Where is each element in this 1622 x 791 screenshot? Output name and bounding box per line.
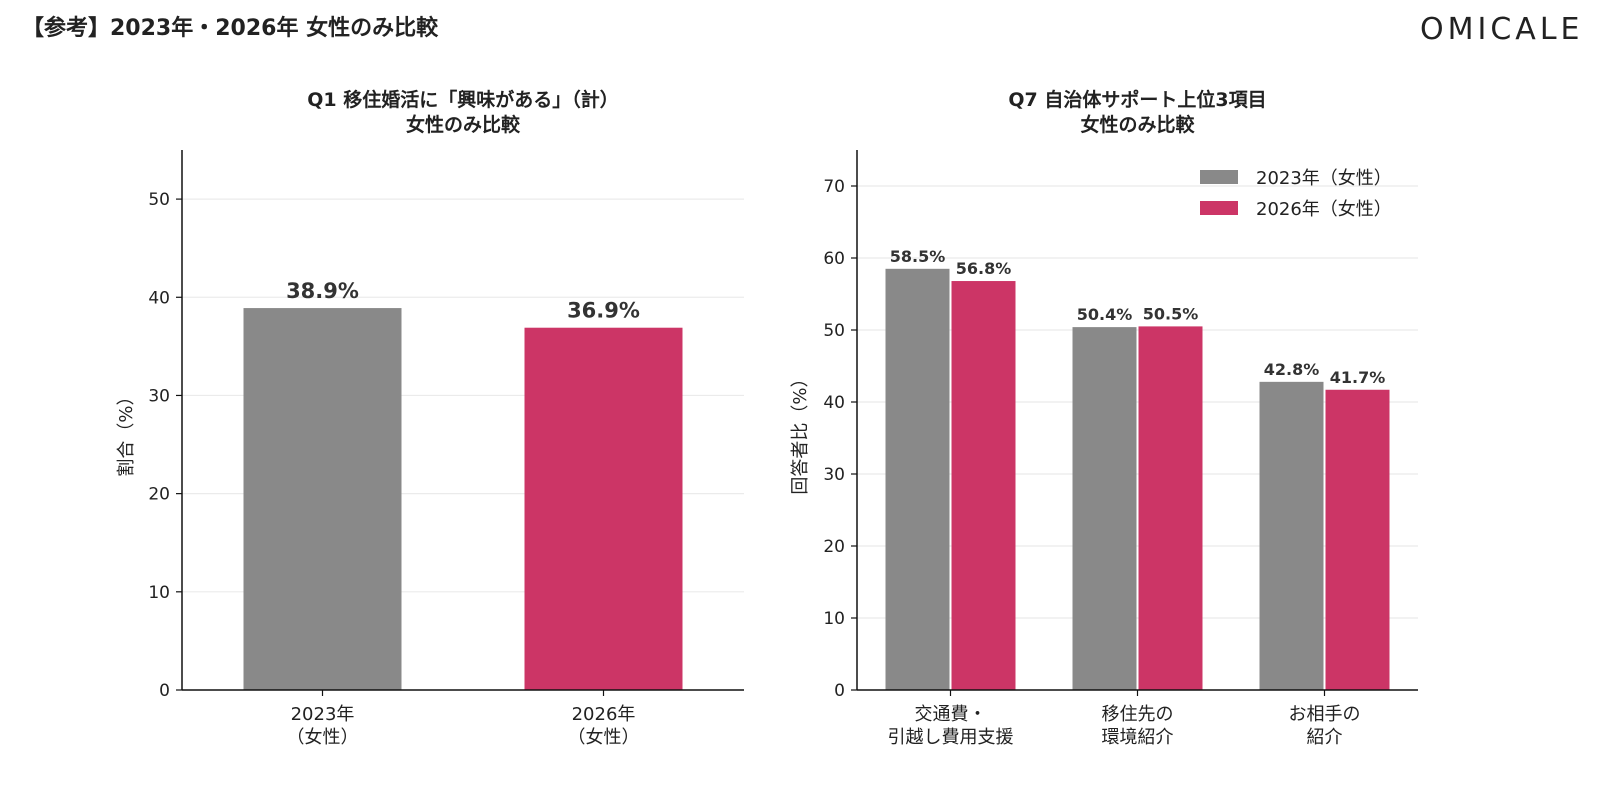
x-tick-label: お相手の紹介 [1289,704,1361,748]
y-tick-label: 50 [823,321,845,341]
bar [951,281,1016,690]
bar [1138,326,1203,690]
bar [243,308,402,690]
data-label: 38.9% [286,279,359,303]
x-tick-label: 移住先の環境紹介 [1102,704,1174,748]
legend-label: 2026年（女性） [1256,199,1392,220]
y-tick-label: 50 [148,190,170,210]
bar [1072,327,1137,690]
legend-swatch [1200,170,1238,184]
data-label: 36.9% [567,299,640,323]
x-tick-label: 2026年（女性） [568,704,640,748]
x-tick-label: 交通費・引越し費用支援 [888,704,1014,748]
y-tick-label: 0 [159,681,170,701]
y-tick-label: 70 [823,177,845,197]
data-label: 42.8% [1264,360,1320,379]
y-axis-label: 割合（%） [116,387,137,476]
chart-subtitle: 女性のみ比較 [1080,113,1195,136]
chart-title: Q7 自治体サポート上位3項目 [1008,88,1266,111]
y-tick-label: 0 [834,681,845,701]
bar [524,327,683,690]
data-label: 56.8% [956,259,1012,278]
y-tick-label: 40 [823,393,845,413]
data-label: 50.5% [1143,304,1199,323]
y-tick-label: 40 [148,288,170,308]
x-tick-label: 2023年（女性） [287,704,359,748]
data-label: 41.7% [1330,368,1386,387]
y-tick-label: 30 [823,465,845,485]
y-axis-label: 回答者比（%） [790,369,811,494]
data-label: 50.4% [1077,305,1133,324]
bar [1259,381,1324,690]
brand-logo: OMICALE [1420,12,1584,47]
legend-swatch [1200,201,1238,215]
legend-label: 2023年（女性） [1256,168,1392,189]
bar [1325,389,1390,690]
chart-title: Q1 移住婚活に「興味がある」（計） [307,88,619,111]
y-tick-label: 20 [148,485,170,505]
chart-q1: Q1 移住婚活に「興味がある」（計）女性のみ比較 0 10 20 30 40 50 割合（%）… [116,88,744,748]
data-label: 58.5% [890,247,946,266]
y-tick-label: 10 [148,583,170,603]
y-tick-label: 60 [823,249,845,269]
bar [885,268,950,690]
page-title: 【参考】2023年・2026年 女性のみ比較 [22,16,439,41]
chart-subtitle: 女性のみ比較 [406,113,521,136]
y-tick-label: 10 [823,609,845,629]
y-tick-label: 30 [148,386,170,406]
y-tick-label: 20 [823,537,845,557]
